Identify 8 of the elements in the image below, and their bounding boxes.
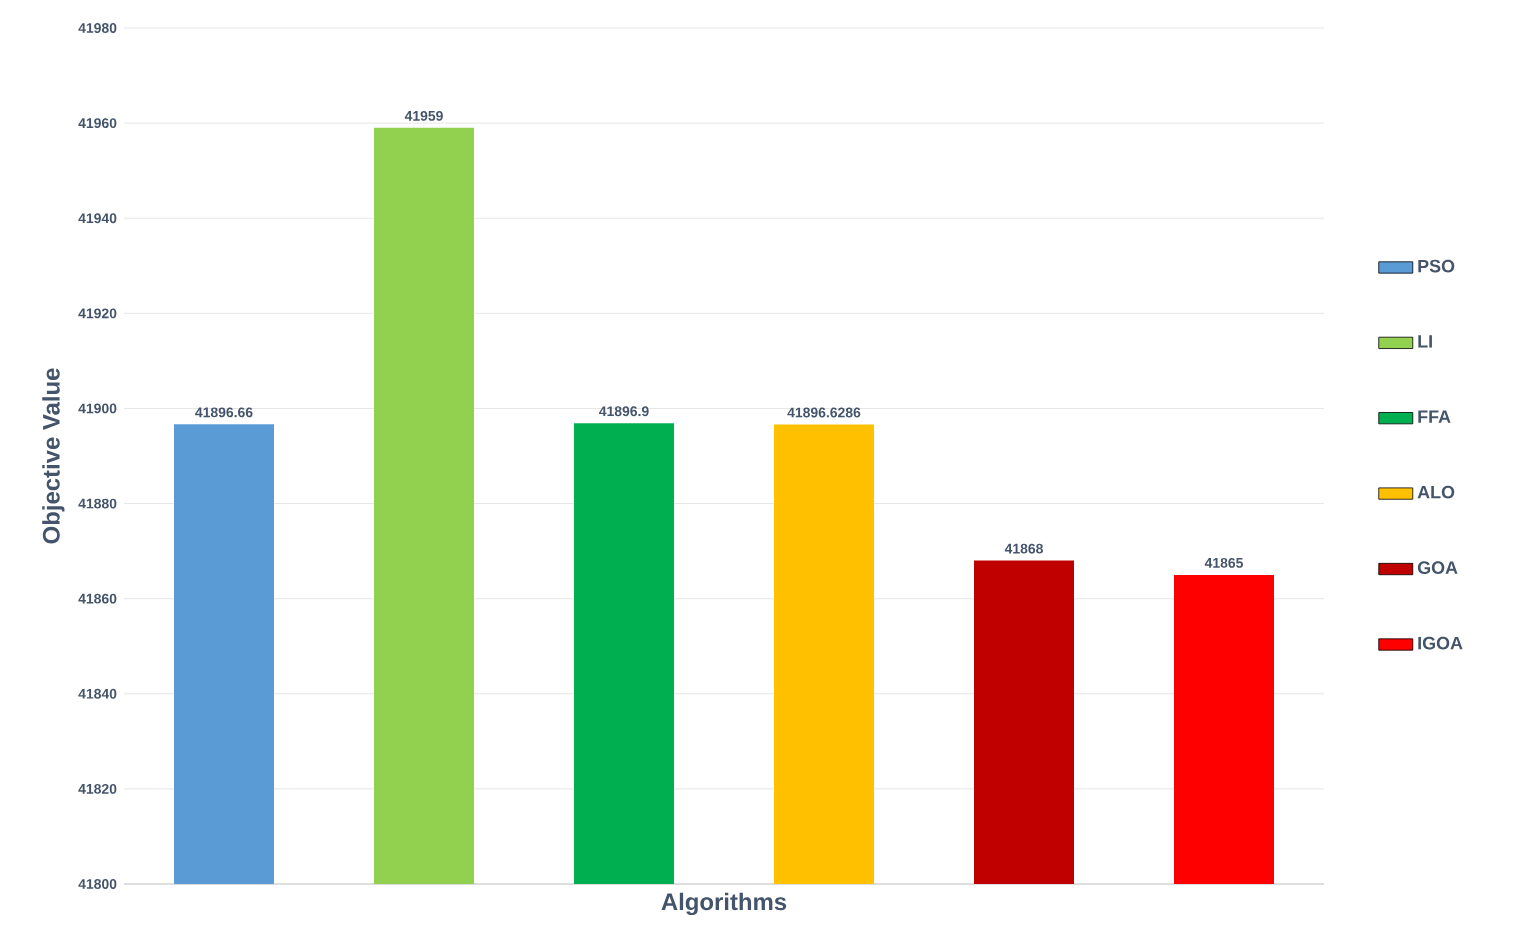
legend-label: GOA [1417,561,1458,574]
legend-label: PSO [1418,259,1455,273]
y-axis-title: Objective Value [42,368,65,544]
legend-label: FFA [1418,410,1451,423]
legend-label: LI [1418,335,1432,348]
legend-label: ALO [1417,485,1455,499]
legend-label: IGOA [1418,636,1463,650]
x-axis-title: Algorithms [661,892,787,916]
